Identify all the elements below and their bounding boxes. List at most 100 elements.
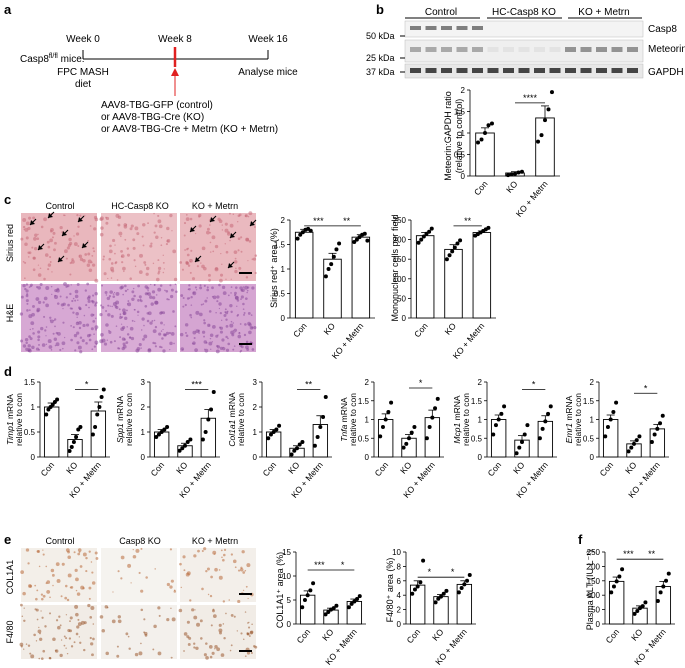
f480-stain [193,615,198,620]
col1a1-stain [37,550,41,553]
f480-stain [244,655,247,657]
col1a1-stain [166,582,171,587]
sirius-fiber [233,250,238,255]
data-point [326,267,331,271]
histology-c: Control HC-Casp8 KO KO + Metrn Sirius re… [5,201,258,354]
data-point [483,131,487,135]
he-nucleus [225,348,230,352]
sirius-fiber [71,258,74,261]
significance-stars: *** [314,560,325,570]
panel-label-f: f [578,532,583,547]
sirius-fiber [191,277,196,281]
col1a1-stain [189,599,192,602]
d-ylabel-emr1: Emr1 mRNA [564,395,574,443]
he-nucleus [225,325,229,328]
sirius-fiber [39,267,42,270]
sirius-fiber [46,240,50,244]
col1a1-stain [64,584,68,588]
f480-stain [203,653,207,657]
he-nucleus [118,308,121,311]
sirius-fiber [24,227,29,232]
x-tick-label: KO + Metrn [514,179,550,219]
he-nucleus [127,300,130,302]
he-nucleus [229,303,233,308]
he-nucleus [100,304,103,307]
he-nucleus [126,303,129,305]
band-meteorin [549,47,561,52]
data-point [658,590,663,595]
he-nucleus [151,320,154,322]
he-nucleus [221,338,225,342]
blot-label-casp8: Casp8 [648,24,677,35]
data-point [297,442,302,447]
x-tick-label: KO [398,460,414,476]
he-nucleus [206,297,208,299]
sirius-fiber [166,226,170,231]
col1a1-stain [214,567,218,572]
f480-stain [63,635,66,638]
d-ylabel-sub: relative to con [124,393,134,446]
band-gapdh [518,68,530,73]
data-point [620,567,625,572]
sirius-fiber [194,232,197,235]
f480-stain [218,628,223,633]
he-nucleus [32,332,35,335]
he-nucleus [203,319,206,322]
scale-bar-sirius [239,272,252,274]
col1a1-stain [218,569,221,571]
f480-stain [36,618,39,621]
significance-stars: * [85,380,89,390]
sirius-fiber [149,244,153,248]
data-point [378,434,383,439]
he-nucleus [94,340,99,345]
sirius-fiber [44,253,49,257]
f480-stain [90,606,95,611]
col1a1-stain [232,559,237,564]
he-nucleus [37,330,41,334]
he-nucleus [160,330,163,332]
he-nucleus [221,319,223,321]
sirius-fiber [162,254,164,256]
data-point [458,238,463,243]
y-tick-label: 1 [141,428,146,437]
he-nucleus [242,286,245,288]
x-tick-label: Con [373,460,391,479]
band-gapdh [425,68,437,73]
sirius-fiber [247,215,250,218]
he-nucleus [234,294,237,297]
he-nucleus [120,323,123,325]
data-point [609,590,614,595]
he-nucleus [125,341,129,345]
y-tick-label: 200 [587,562,601,571]
he-nucleus [163,324,165,326]
col1a1-stain [210,575,213,579]
band-gapdh [456,68,468,73]
f480-stain [214,648,216,650]
he-nucleus [56,302,60,305]
sirius-fiber [229,239,231,242]
he-nucleus [91,348,94,351]
col1a1-stain [50,568,55,573]
he-nucleus [39,283,43,287]
he-nucleus [111,305,113,308]
f480-stain [23,648,25,650]
he-nucleus [142,338,145,341]
f480-stain [140,608,144,612]
he-nucleus [50,349,53,351]
f480-stain [171,617,176,622]
y-tick-label: 0 [478,453,483,462]
blot-group-ko: HC-Casp8 KO [492,7,556,18]
week0-label: Week 0 [66,34,100,45]
sirius-fiber [134,226,139,231]
sirius-fiber [114,262,117,265]
he-nucleus [211,286,214,290]
sirius-fiber [76,214,79,217]
he-nucleus [76,341,80,345]
data-point [433,406,438,411]
col1a1-stain [38,565,41,568]
data-point [321,415,326,419]
f480-stain [225,612,227,615]
sirius-fiber [134,265,137,268]
y-tick-label: 1 [253,428,258,437]
sirius-fiber [209,241,212,244]
